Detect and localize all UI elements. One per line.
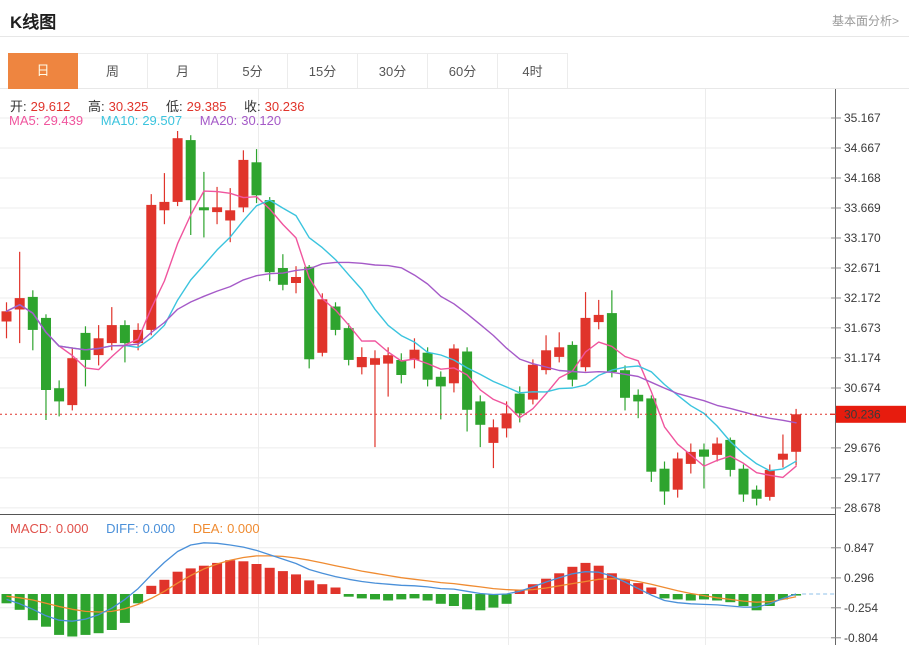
ma10-line: [5, 199, 797, 472]
grid: [0, 89, 835, 645]
diff-value: 0.000: [142, 521, 176, 536]
svg-text:29.177: 29.177: [844, 471, 881, 485]
dea-line: [6, 555, 797, 613]
ma5-line: [5, 190, 797, 479]
svg-text:33.669: 33.669: [844, 201, 881, 215]
macd-header-row: MACD: 0.000 DIFF: 0.000 DEA: 0.000: [10, 521, 274, 536]
macd-bars: [1, 560, 802, 637]
ma10-value: 29.507: [142, 113, 183, 128]
ma5-label: MA5:: [9, 113, 40, 128]
svg-text:28.678: 28.678: [844, 501, 881, 515]
y-axis-labels: 35.167 34.667 34.168 33.669 33.170 32.671 32.1…: [831, 111, 881, 645]
svg-text:0.296: 0.296: [844, 571, 874, 585]
ma20-line: [5, 261, 797, 424]
current-price-badge: 30.236: [830, 405, 906, 423]
ma5-value: 29.439: [43, 113, 84, 128]
diff-label: DIFF:: [106, 521, 139, 536]
macd-label: MACD:: [10, 521, 52, 536]
ma10-label: MA10:: [100, 113, 139, 128]
svg-text:31.174: 31.174: [844, 351, 881, 365]
close-label: 收:: [244, 99, 261, 114]
svg-text:31.673: 31.673: [844, 321, 881, 335]
dea-value: 0.000: [227, 521, 260, 536]
ohlc-row: 开: 29.612 高: 30.325 低: 29.385 收: 30.236: [10, 96, 318, 115]
close-value: 30.236: [264, 99, 305, 114]
candles: [1, 131, 802, 506]
high-value: 30.325: [108, 99, 149, 114]
period-tabs: 日周月 5分 15分 30分 60分 4时: [0, 53, 909, 89]
tab-day[interactable]: 日: [8, 53, 78, 89]
macd-value: 0.000: [55, 521, 89, 536]
page-title: K线图: [10, 13, 57, 32]
low-label: 低:: [166, 99, 183, 114]
dea-label: DEA:: [192, 521, 224, 536]
svg-text:-0.254: -0.254: [844, 601, 878, 615]
ma20-label: MA20:: [199, 113, 238, 128]
svg-text:29.676: 29.676: [844, 441, 881, 455]
svg-text:32.671: 32.671: [844, 261, 881, 275]
tab-week[interactable]: 周: [78, 53, 148, 88]
svg-text:33.170: 33.170: [844, 231, 881, 245]
svg-text:34.168: 34.168: [844, 171, 881, 185]
tab-month[interactable]: 月: [148, 53, 218, 88]
svg-text:30.674: 30.674: [844, 381, 881, 395]
tab-15min[interactable]: 15分: [288, 53, 358, 88]
open-value: 29.612: [30, 99, 71, 114]
tab-30min[interactable]: 30分: [358, 53, 428, 88]
diff-line: [6, 542, 797, 622]
ma20-value: 30.120: [241, 113, 282, 128]
svg-text:32.172: 32.172: [844, 291, 881, 305]
fundamental-analysis-link[interactable]: 基本面分析>: [831, 14, 899, 28]
svg-text:34.667: 34.667: [844, 141, 881, 155]
svg-text:35.167: 35.167: [844, 111, 881, 125]
ma-row: MA5: 29.439 MA10: 29.507 MA20: 30.120: [9, 113, 295, 128]
tab-4hour[interactable]: 4时: [498, 53, 568, 88]
svg-text:30.236: 30.236: [844, 408, 881, 422]
open-label: 开:: [10, 99, 27, 114]
tab-5min[interactable]: 5分: [218, 53, 288, 88]
low-value: 29.385: [186, 99, 227, 114]
panel-header: K线图 基本面分析>: [0, 0, 909, 37]
svg-text:0.847: 0.847: [844, 541, 874, 555]
svg-text:-0.804: -0.804: [844, 631, 878, 645]
tab-60min[interactable]: 60分: [428, 53, 498, 88]
high-label: 高:: [88, 99, 105, 114]
